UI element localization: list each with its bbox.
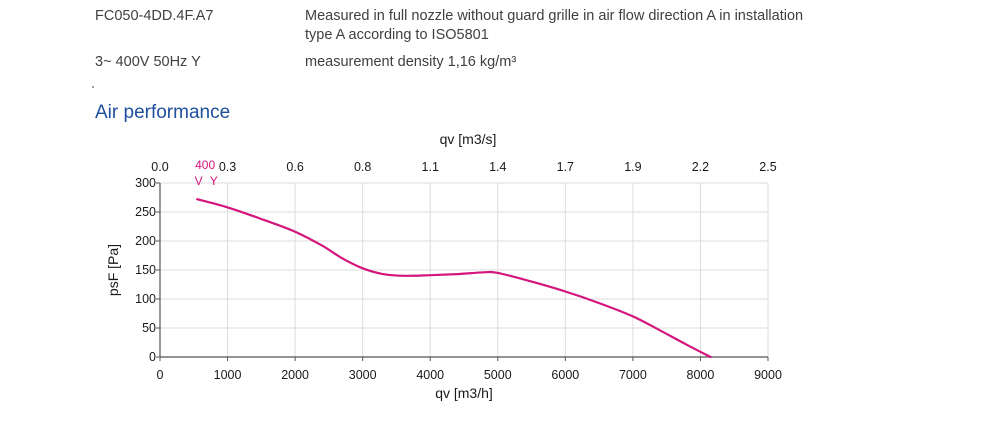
x2-tick-label: 0.8 xyxy=(354,160,371,174)
x2-tick-label: 1.4 xyxy=(489,160,506,174)
x2-tick-label: 2.5 xyxy=(759,160,776,174)
x2-axis-label: qv [m3/s] xyxy=(440,131,497,147)
x2-tick-label: 2.2 xyxy=(692,160,709,174)
series-label-suffix: V Y xyxy=(195,174,220,188)
x-tick-label: 3000 xyxy=(349,368,377,382)
y-tick-label: 300 xyxy=(135,176,156,190)
x2-tick-label: 1.1 xyxy=(422,160,439,174)
y-tick-label: 100 xyxy=(135,292,156,306)
section-title: Air performance xyxy=(95,102,231,123)
x-tick-label: 4000 xyxy=(416,368,444,382)
measurement-description-line1: Measured in full nozzle without guard gr… xyxy=(305,8,804,24)
x-axis-label: qv [m3/h] xyxy=(435,385,493,401)
x2-tick-label: 0.0 xyxy=(151,160,168,174)
measurement-density: measurement density 1,16 kg/m³ xyxy=(305,54,517,70)
x2-tick-label: 1.9 xyxy=(624,160,641,174)
measurement-description-line2: type A according to ISO5801 xyxy=(305,27,489,43)
chart-axes xyxy=(156,182,769,361)
separator-dot xyxy=(92,86,94,88)
y-tick-label: 200 xyxy=(135,234,156,248)
series-line xyxy=(196,198,712,359)
x2-tick-label: 0.6 xyxy=(286,160,303,174)
x-tick-label: 0 xyxy=(157,368,164,382)
x2-tick-label: 0.3 xyxy=(219,160,236,174)
supply-voltage: 3~ 400V 50Hz Y xyxy=(95,54,201,70)
chart-curves xyxy=(196,198,712,359)
y-tick-label: 150 xyxy=(135,263,156,277)
x-tick-label: 7000 xyxy=(619,368,647,382)
x-tick-label: 8000 xyxy=(687,368,715,382)
series-label: 400 xyxy=(195,158,215,172)
model-number: FC050-4DD.4F.A7 xyxy=(95,8,214,24)
x-tick-label: 2000 xyxy=(281,368,309,382)
x-tick-label: 6000 xyxy=(551,368,579,382)
x-tick-label: 1000 xyxy=(214,368,242,382)
y-tick-label: 50 xyxy=(142,321,156,335)
x-tick-label: 5000 xyxy=(484,368,512,382)
y-axis-label: psF [Pa] xyxy=(105,244,121,296)
chart-grid xyxy=(160,182,769,357)
y-tick-label: 0 xyxy=(149,350,156,364)
chart-labels: 00.010000.320000.630000.840001.150001.46… xyxy=(105,131,782,401)
x-tick-label: 9000 xyxy=(754,368,782,382)
x2-tick-label: 1.7 xyxy=(557,160,574,174)
y-tick-label: 250 xyxy=(135,205,156,219)
